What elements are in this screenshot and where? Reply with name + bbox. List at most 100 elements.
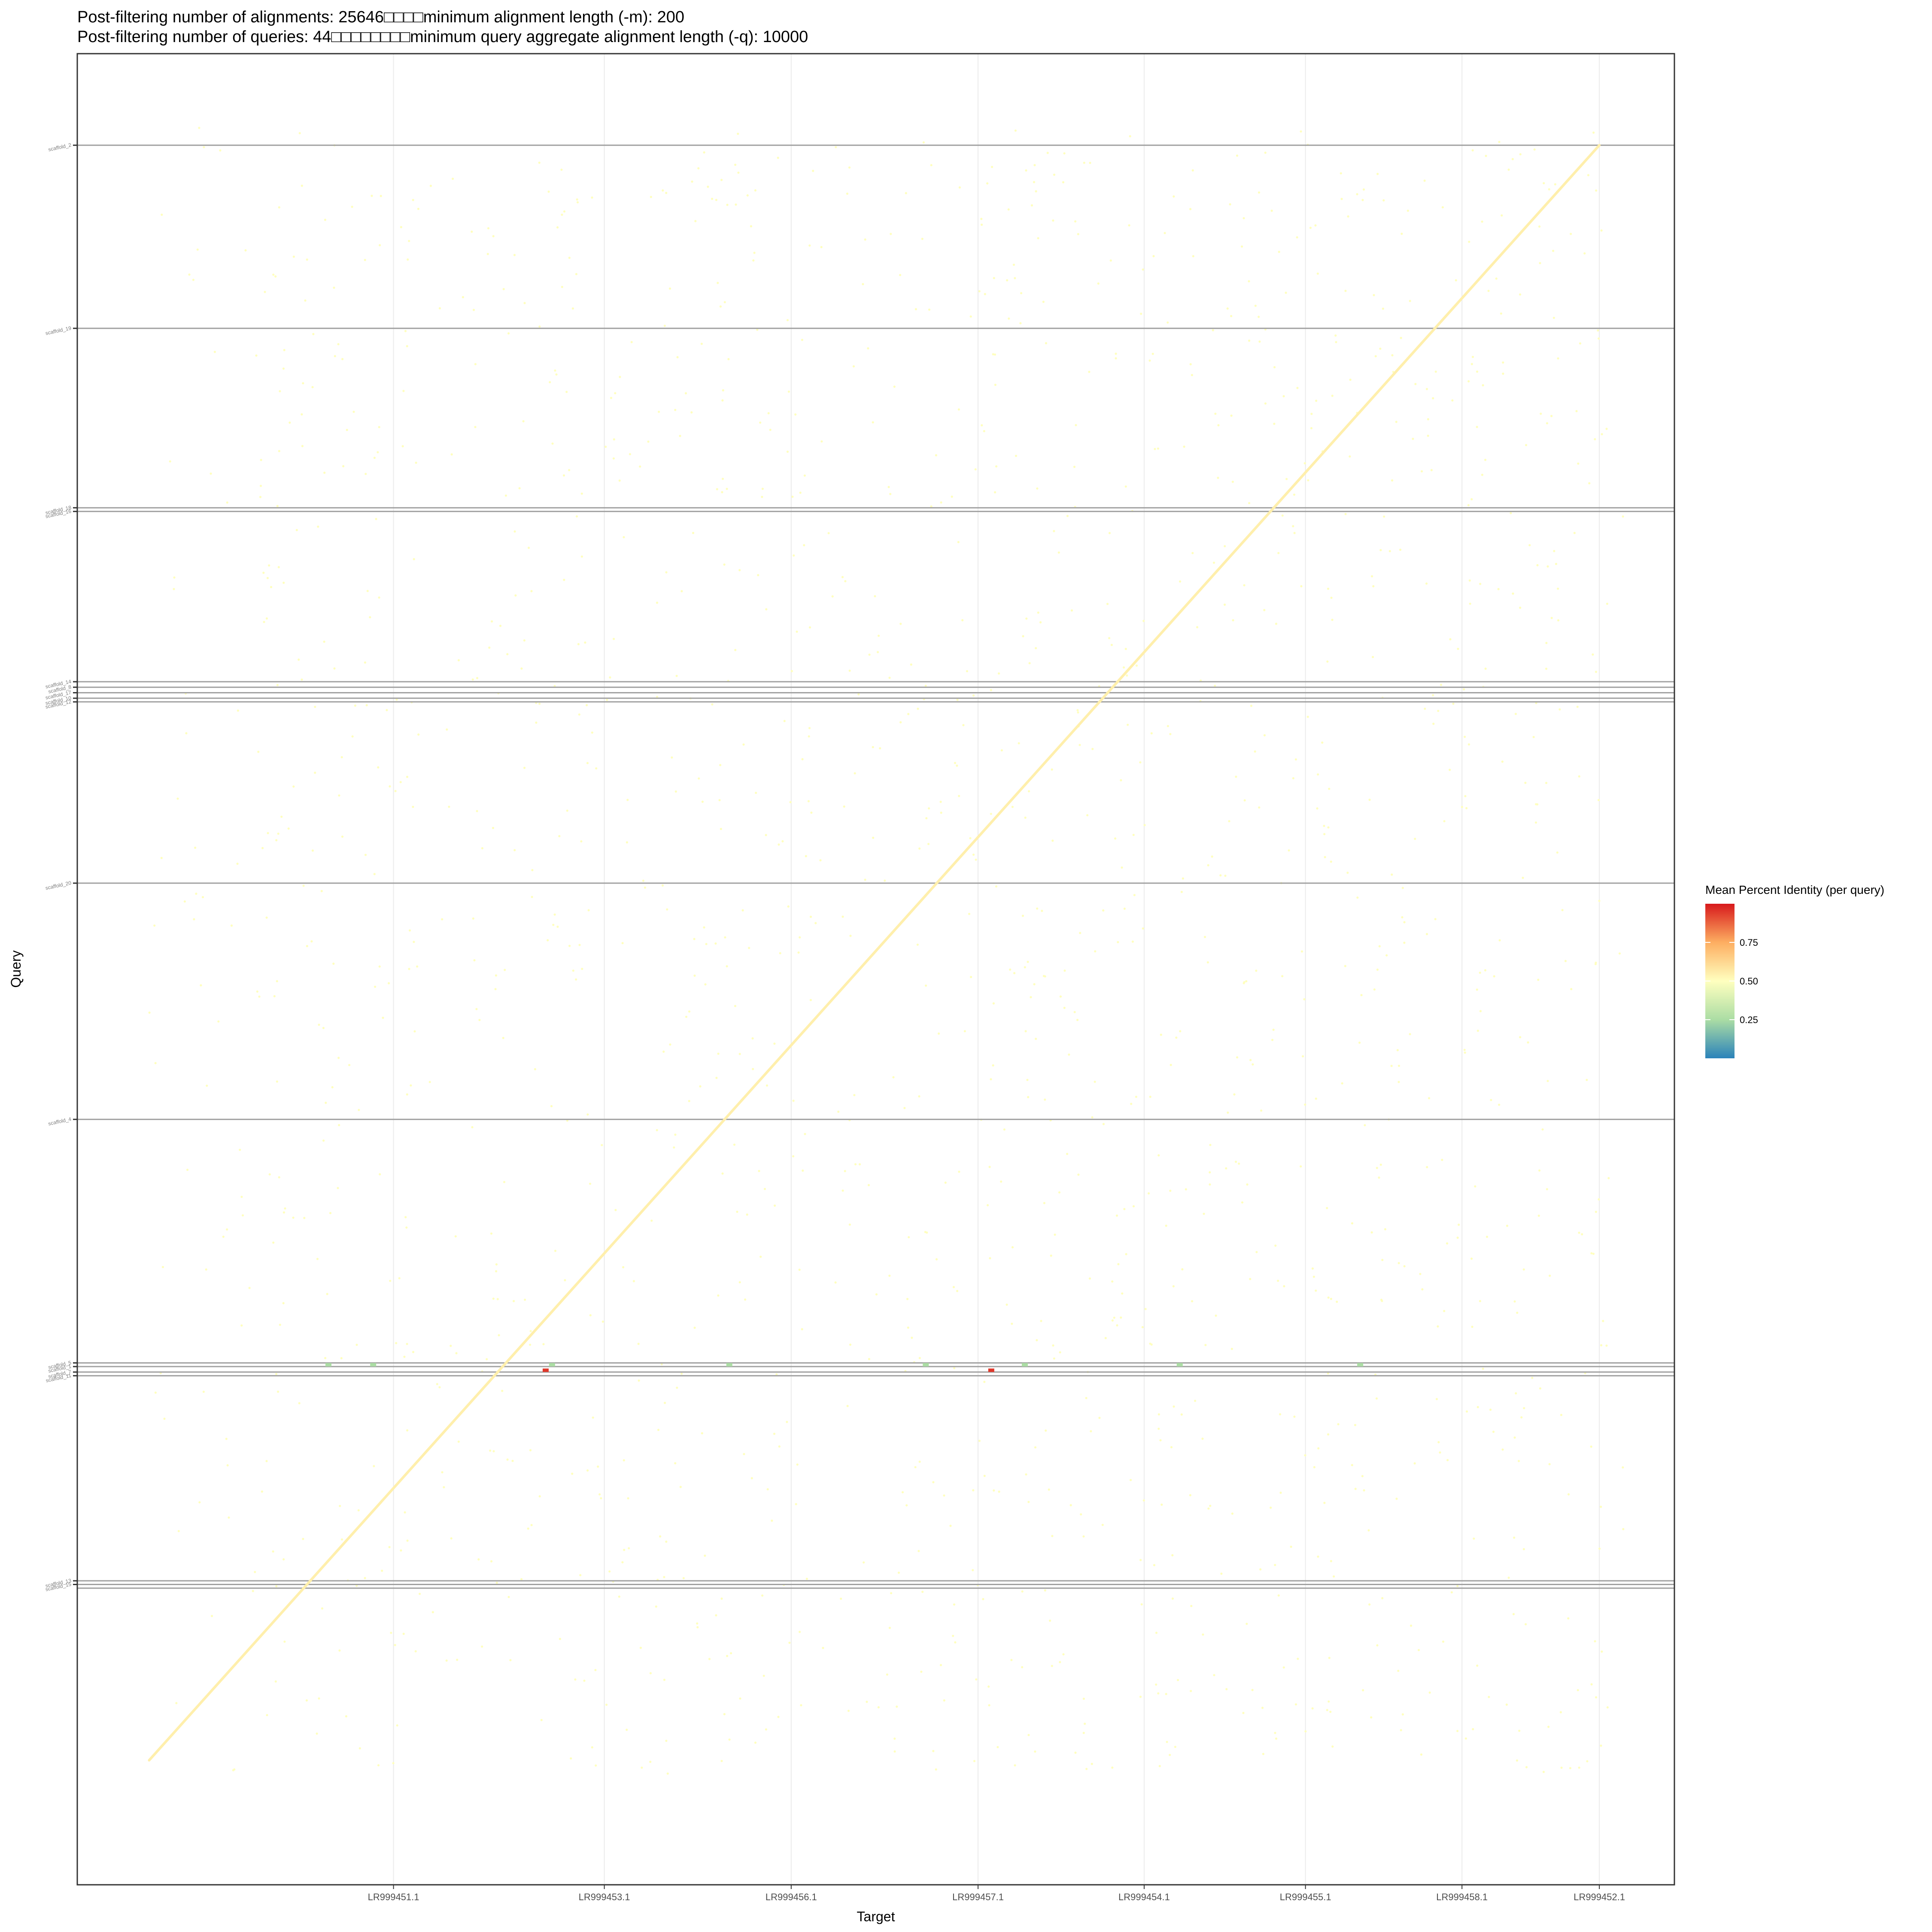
noise-point — [1482, 384, 1484, 387]
noise-point — [456, 1659, 459, 1661]
noise-point — [1179, 1030, 1182, 1033]
noise-point — [690, 411, 693, 414]
noise-point — [1310, 427, 1313, 429]
noise-point — [417, 207, 420, 210]
noise-point — [1203, 1212, 1205, 1215]
noise-point — [1300, 130, 1302, 133]
noise-point — [261, 1490, 263, 1493]
noise-point — [408, 929, 411, 932]
noise-point — [905, 192, 907, 194]
noise-point — [1428, 1691, 1431, 1694]
noise-point — [742, 743, 745, 746]
noise-point — [1401, 887, 1404, 889]
noise-point — [1470, 1258, 1473, 1260]
noise-point — [993, 1489, 995, 1492]
noise-point — [277, 832, 279, 835]
noise-point — [538, 325, 541, 328]
noise-point — [703, 151, 705, 154]
noise-point — [198, 1501, 201, 1504]
noise-point — [812, 170, 814, 172]
noise-point — [450, 453, 453, 456]
noise-point — [414, 1650, 417, 1653]
noise-point — [1583, 252, 1586, 255]
noise-point — [1228, 820, 1230, 823]
noise-point — [378, 426, 380, 428]
noise-point — [1174, 1746, 1176, 1748]
noise-point — [1397, 1670, 1400, 1672]
noise-point — [1546, 1080, 1549, 1082]
noise-point — [1403, 921, 1406, 923]
noise-point — [494, 988, 497, 990]
noise-point — [921, 1591, 924, 1593]
noise-point — [639, 1646, 642, 1649]
noise-point — [925, 984, 927, 987]
noise-point — [1270, 1507, 1272, 1509]
legend-title: Mean Percent Identity (per query) — [1705, 883, 1884, 896]
noise-point — [721, 399, 724, 402]
noise-point — [504, 969, 506, 971]
noise-point — [1467, 504, 1470, 507]
noise-point — [665, 1540, 668, 1543]
noise-point — [738, 569, 741, 571]
noise-point — [609, 676, 611, 679]
noise-point — [405, 1226, 408, 1229]
noise-point — [911, 1337, 913, 1339]
x-tick-label-5: LR999455.1 — [1280, 1892, 1331, 1902]
noise-point — [778, 843, 780, 846]
noise-point — [1588, 482, 1591, 485]
noise-point — [1201, 1437, 1204, 1440]
noise-point — [1304, 1730, 1307, 1733]
noise-point — [1553, 550, 1555, 553]
noise-point — [1051, 839, 1054, 842]
noise-point — [278, 450, 280, 453]
noise-point — [1063, 969, 1066, 972]
noise-point — [1437, 710, 1440, 712]
noise-point — [1098, 1416, 1101, 1419]
noise-point — [666, 908, 668, 911]
highlight-point-1 — [988, 1368, 994, 1372]
noise-point — [316, 1732, 318, 1735]
noise-point — [766, 1488, 769, 1491]
noise-point — [1006, 279, 1009, 282]
noise-point — [1370, 1716, 1373, 1719]
noise-point — [1479, 972, 1481, 974]
noise-point — [692, 532, 695, 534]
noise-point — [1470, 498, 1473, 501]
noise-point — [1128, 224, 1130, 227]
noise-point — [1191, 374, 1193, 377]
noise-point — [1076, 1019, 1079, 1021]
noise-point — [1082, 1698, 1085, 1700]
noise-point — [846, 1405, 849, 1407]
noise-point — [1536, 564, 1539, 567]
noise-point — [1516, 1312, 1519, 1314]
noise-point — [338, 1124, 340, 1127]
noise-point — [755, 792, 757, 794]
noise-point — [1406, 210, 1409, 212]
noise-point — [1209, 1171, 1211, 1174]
noise-point — [1035, 1038, 1037, 1040]
noise-point — [154, 1062, 157, 1064]
noise-point — [721, 491, 723, 493]
noise-point — [1254, 304, 1257, 307]
noise-point — [868, 1358, 870, 1361]
noise-point — [726, 965, 728, 968]
noise-point — [1142, 620, 1145, 622]
noise-point — [283, 349, 286, 352]
noise-point — [794, 413, 797, 416]
noise-point — [994, 491, 996, 494]
noise-point — [1488, 1696, 1490, 1698]
noise-point — [1079, 932, 1081, 934]
noise-point — [1273, 366, 1276, 368]
noise-point — [605, 1704, 608, 1706]
noise-point — [1078, 744, 1081, 746]
noise-point — [324, 219, 327, 221]
noise-point — [1086, 814, 1089, 817]
noise-point — [1007, 208, 1010, 211]
noise-point — [580, 840, 583, 843]
noise-point — [796, 1463, 799, 1466]
noise-point — [1522, 1548, 1525, 1550]
noise-point — [1292, 777, 1294, 780]
noise-point — [787, 390, 790, 393]
noise-point — [930, 164, 933, 167]
noise-point — [877, 1706, 880, 1709]
